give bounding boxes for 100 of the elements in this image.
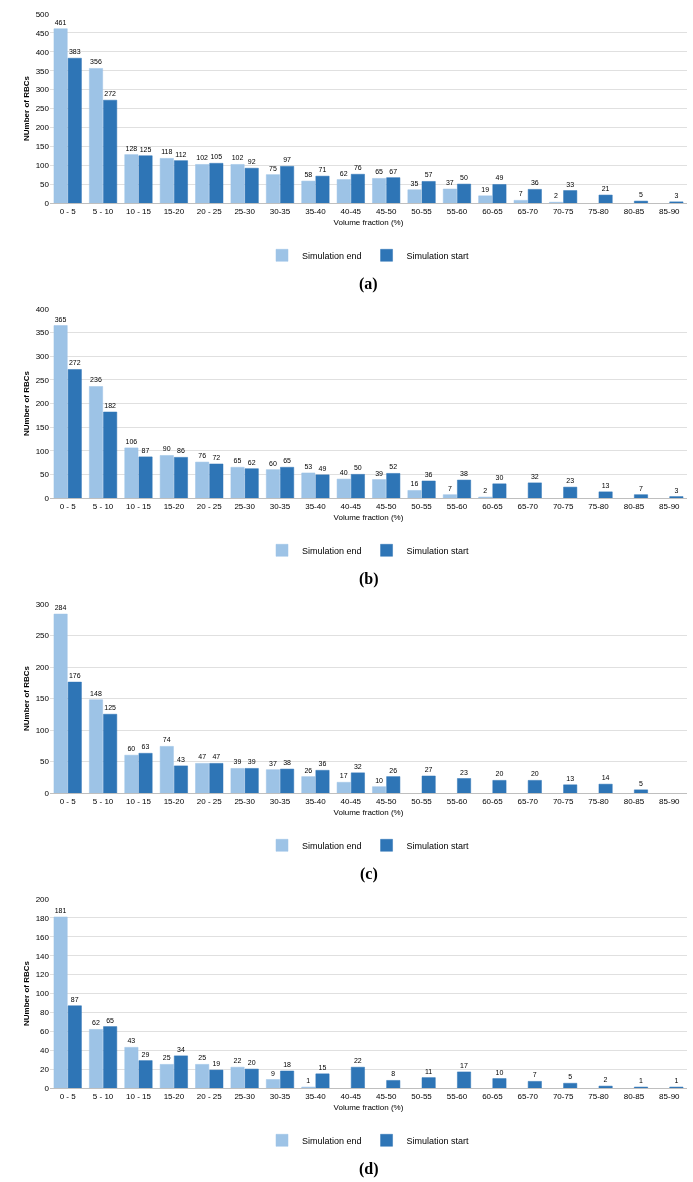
bar — [138, 1060, 153, 1088]
bar — [89, 699, 103, 793]
bar — [421, 1077, 436, 1088]
x-tick-label: 15-20 — [163, 501, 185, 511]
bar — [67, 681, 82, 793]
x-tick-label: 25-30 — [234, 501, 256, 511]
x-tick-label: 75-80 — [588, 1091, 610, 1101]
y-tick-label: 140 — [35, 951, 50, 961]
legend-label: Simulation start — [406, 545, 470, 556]
x-tick-label: 50-55 — [411, 206, 433, 216]
bar — [209, 463, 224, 498]
y-axis-title: NUmber of RBCs — [22, 960, 32, 1026]
x-tick-label: 45-50 — [375, 501, 397, 511]
x-axis-title: Volume fraction (%) — [333, 807, 404, 817]
bar — [598, 783, 613, 793]
bar — [138, 456, 153, 498]
x-tick-label: 65-70 — [517, 501, 539, 511]
x-tick-label: 50-55 — [411, 1091, 433, 1101]
bar — [244, 1068, 259, 1088]
y-tick-label: 200 — [35, 123, 50, 133]
bar — [266, 469, 280, 498]
bar — [492, 483, 507, 498]
x-tick-label: 0 - 5 — [59, 796, 77, 806]
bar — [457, 479, 471, 498]
x-tick-label: 5 - 10 — [92, 206, 114, 216]
x-tick-label: 20 - 25 — [196, 796, 223, 806]
x-tick-label: 5 - 10 — [92, 1091, 114, 1101]
y-tick-label: 450 — [35, 28, 50, 38]
x-tick-label: 85-90 — [659, 1091, 681, 1101]
bar — [53, 916, 68, 1088]
text: (a) — [359, 275, 378, 293]
x-tick-label: 25-30 — [234, 206, 256, 216]
x-tick-label: 60-65 — [482, 796, 504, 806]
y-tick-label: 200 — [35, 894, 50, 904]
y-tick-label: 350 — [35, 328, 50, 338]
bar — [442, 494, 457, 498]
x-tick-label: 75-80 — [588, 501, 610, 511]
x-tick-label: 75-80 — [588, 796, 610, 806]
x-tick-label: 80-85 — [623, 206, 645, 216]
y-tick-label: 80 — [40, 1008, 50, 1018]
y-tick-label: 300 — [35, 599, 50, 609]
bar — [513, 200, 528, 203]
bar — [53, 28, 68, 203]
bar — [336, 179, 351, 203]
x-tick-label: 35-40 — [305, 796, 327, 806]
x-tick-label: 65-70 — [517, 796, 539, 806]
bar — [350, 174, 365, 203]
bar — [527, 482, 542, 498]
bar — [336, 782, 351, 793]
x-tick-label: 30-35 — [269, 1091, 291, 1101]
bar — [315, 1073, 330, 1088]
x-tick-label: 20 - 25 — [196, 1091, 223, 1101]
x-tick-label: 30-35 — [269, 796, 291, 806]
x-tick-label: 55-60 — [446, 206, 468, 216]
legend-label: Simulation end — [302, 840, 362, 851]
x-tick-label: 15-20 — [163, 206, 185, 216]
bar — [266, 174, 280, 203]
bar — [124, 447, 139, 498]
y-tick-label: 0 — [44, 1083, 50, 1093]
bar — [67, 369, 82, 498]
bar — [421, 181, 436, 203]
bar — [244, 468, 259, 498]
x-tick-label: 50-55 — [411, 796, 433, 806]
x-tick-label: 55-60 — [446, 1091, 468, 1101]
x-tick-label: 70-75 — [552, 1091, 574, 1101]
bar — [67, 57, 82, 203]
bar — [159, 455, 174, 498]
legend-label: Simulation end — [302, 545, 362, 556]
x-tick-label: 65-70 — [517, 1091, 539, 1101]
bar — [195, 1064, 210, 1088]
bar — [598, 194, 613, 203]
x-tick-label: 35-40 — [305, 1091, 327, 1101]
bar — [301, 776, 316, 793]
legend-label: Simulation end — [302, 250, 362, 261]
bar — [421, 480, 436, 498]
bar — [89, 68, 103, 203]
bar — [159, 158, 174, 203]
bar — [67, 1005, 82, 1088]
legend-label: Simulation end — [302, 1135, 362, 1146]
x-tick-label: 10 - 15 — [126, 501, 152, 511]
bar — [230, 1066, 245, 1088]
x-tick-label: 30-35 — [269, 206, 291, 216]
x-tick-label: 40-45 — [340, 501, 362, 511]
x-tick-label: 65-70 — [517, 206, 539, 216]
text: (b) — [359, 570, 379, 588]
y-tick-label: 160 — [35, 932, 50, 942]
x-tick-label: 50-55 — [411, 501, 433, 511]
bar — [478, 195, 493, 203]
bar — [138, 753, 153, 793]
bar — [301, 180, 316, 203]
x-tick-label: 40-45 — [340, 1091, 362, 1101]
y-tick-label: 50 — [40, 179, 50, 189]
x-tick-label: 30-35 — [269, 501, 291, 511]
y-tick-label: 180 — [35, 913, 50, 923]
y-tick-label: 20 — [40, 1064, 50, 1074]
bar — [386, 1080, 401, 1088]
x-tick-label: 45-50 — [375, 206, 397, 216]
bar — [195, 164, 210, 203]
x-tick-label: 15-20 — [163, 1091, 185, 1101]
bar — [244, 768, 259, 793]
